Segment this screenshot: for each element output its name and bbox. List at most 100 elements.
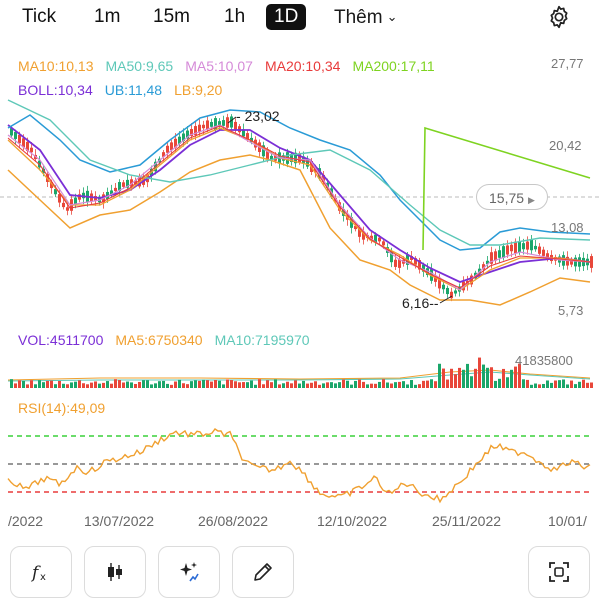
volume-axis-max: 41835800 xyxy=(515,353,573,368)
rsi-legend: RSI(14):49,09 xyxy=(18,400,117,416)
indicator-lines xyxy=(7,99,591,382)
volume-bar xyxy=(86,384,89,388)
volume-bar xyxy=(194,380,197,388)
candle-body xyxy=(242,129,245,137)
volume-bar xyxy=(198,380,201,388)
candle-body xyxy=(438,277,441,289)
current-price-badge[interactable]: 15,75 ▶ xyxy=(476,184,548,210)
candle-body xyxy=(490,252,493,264)
volume-bar xyxy=(562,379,565,388)
draw-tool-button[interactable] xyxy=(232,546,294,598)
volume-bar xyxy=(546,380,549,388)
volume-bar xyxy=(294,380,297,388)
volume-bar xyxy=(386,382,389,388)
price-axis-label: 27,77 xyxy=(551,56,584,71)
volume-bar xyxy=(550,382,553,388)
volume-bar xyxy=(210,381,213,388)
tab-15m[interactable]: 15m xyxy=(153,6,190,27)
volume-bar xyxy=(10,379,13,388)
ma20-legend: MA20:10,34 xyxy=(264,58,341,74)
volume-bar xyxy=(374,383,377,388)
more-dropdown[interactable]: Thêm ⌄ xyxy=(334,4,397,30)
volume-bar xyxy=(334,383,337,388)
candle-body xyxy=(374,234,377,243)
date-axis-label: 13/07/2022 xyxy=(84,513,155,529)
tab-1h[interactable]: 1h xyxy=(224,6,246,27)
high-price-value: 23,02 xyxy=(244,108,280,124)
fullscreen-button[interactable] xyxy=(528,546,590,598)
candle-body xyxy=(494,251,497,261)
volume-bar xyxy=(330,382,333,388)
date-axis-label: 25/11/2022 xyxy=(432,513,502,529)
volume-bar xyxy=(238,382,241,388)
candle-body xyxy=(250,137,253,143)
low-marker-line xyxy=(439,295,453,304)
candle-body xyxy=(542,249,545,256)
candle-body xyxy=(134,180,137,184)
volume-bar xyxy=(310,382,313,388)
volume-bar xyxy=(458,367,461,388)
volume-bar xyxy=(474,368,477,388)
volume-bar xyxy=(258,379,261,388)
ma50-line xyxy=(7,99,591,246)
candle-body xyxy=(306,159,309,167)
volume-bar xyxy=(370,383,373,388)
candle-body xyxy=(54,189,57,195)
volume-bar xyxy=(318,384,321,388)
volume-bar xyxy=(414,384,417,388)
volume-bar xyxy=(154,383,157,388)
ma200-line xyxy=(422,126,591,251)
candle-body xyxy=(522,243,525,250)
candle-body xyxy=(42,168,45,174)
volume-bar xyxy=(150,384,153,388)
volume-bar xyxy=(530,384,533,388)
volume-bar xyxy=(190,381,193,388)
volume-bar xyxy=(178,379,181,388)
volume-bar xyxy=(110,383,113,388)
volume-bar xyxy=(38,380,41,388)
price-chart[interactable] xyxy=(0,0,600,540)
candle-body xyxy=(66,207,69,211)
gear-icon[interactable] xyxy=(546,4,572,30)
volume-bar xyxy=(50,380,53,388)
volume-bar xyxy=(514,366,517,388)
volume-bar xyxy=(186,384,189,388)
volume-bar xyxy=(490,367,493,388)
volume-bar xyxy=(182,383,185,388)
candle-body xyxy=(218,121,221,126)
high-price-marker: - 23,02 xyxy=(236,108,280,124)
candle-body xyxy=(498,250,501,258)
candle-body xyxy=(434,276,437,282)
candle-body xyxy=(62,202,65,208)
volume-bar xyxy=(590,382,593,388)
candle-body xyxy=(410,256,413,260)
candle-body xyxy=(574,257,577,267)
candle-body xyxy=(570,259,573,265)
fullscreen-icon xyxy=(549,562,569,582)
volume-bar xyxy=(298,383,301,388)
volume-bar xyxy=(534,383,537,388)
lb-value: LB:9,20 xyxy=(174,82,223,98)
volume-bar xyxy=(126,381,129,388)
ma5-legend: MA5:10,07 xyxy=(185,58,253,74)
volume-bar xyxy=(54,384,57,388)
volume-bar xyxy=(106,381,109,388)
ma10-line xyxy=(7,127,591,291)
volume-bar xyxy=(478,357,481,388)
vol-ma5-value: MA5:6750340 xyxy=(115,332,203,348)
timeframe-tabs: Tick 1m 15m 1h 1D Thêm ⌄ xyxy=(0,0,600,34)
tab-tick[interactable]: Tick xyxy=(22,6,57,27)
candle-body xyxy=(358,228,361,237)
rsi-panel xyxy=(7,428,592,504)
tab-1d[interactable]: 1D xyxy=(266,4,307,30)
candle-body xyxy=(518,241,521,253)
candle-body xyxy=(18,134,21,144)
indicator-fx-button[interactable]: f x xyxy=(10,546,72,598)
chart-type-button[interactable] xyxy=(84,546,146,598)
candle-body xyxy=(78,194,81,200)
volume-bar xyxy=(262,384,265,388)
candle-body xyxy=(118,182,121,191)
volume-bar xyxy=(326,382,329,388)
tab-1m[interactable]: 1m xyxy=(94,6,121,27)
ai-analysis-button[interactable] xyxy=(158,546,220,598)
